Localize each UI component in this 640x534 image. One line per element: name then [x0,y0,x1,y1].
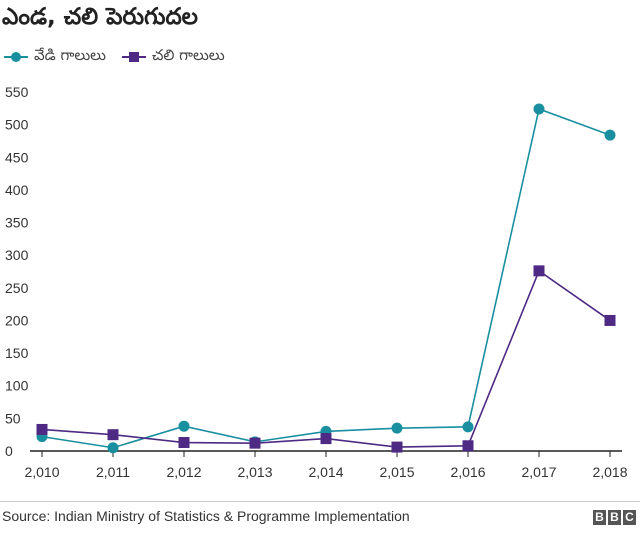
chart-title: ఎండ, చలి పెరుగుదల [2,4,198,30]
y-tick-label: 0 [5,443,13,459]
data-point-square [249,437,261,449]
chart-legend: వేడి గాలులు చలి గాలులు [4,46,241,68]
data-point-square [320,433,332,445]
series-line-2 [41,269,611,448]
y-tick-label: 100 [5,378,29,394]
x-tick-label: 2,012 [166,464,201,480]
y-tick-label: 200 [5,312,29,328]
data-point-circle [604,129,616,141]
data-point-circle [533,103,545,115]
data-point-square [178,437,190,449]
x-tick-label: 2,014 [308,464,343,480]
y-tick-label: 300 [5,247,29,263]
legend-item-heat-waves: వేడి గాలులు [4,46,106,68]
data-point-circle [178,420,190,432]
data-point-square [391,441,403,453]
y-tick-label: 350 [5,215,29,231]
data-point-square [36,423,48,435]
x-tick-label: 2,011 [96,464,130,480]
data-point-square [107,429,119,441]
x-tick-label: 2,010 [24,464,59,480]
legend-circle-marker-icon [4,52,28,62]
y-tick-label: 50 [5,410,21,426]
data-point-circle [391,422,403,434]
y-tick-label: 400 [5,182,29,198]
series-line-1 [41,107,611,449]
data-point-square [462,440,474,452]
data-point-circle [107,442,119,454]
y-tick-label: 150 [5,345,29,361]
y-tick-label: 250 [5,280,29,296]
legend-square-marker-icon [122,52,146,62]
x-tick-label: 2,017 [521,464,556,480]
bbc-logo-letter: B [608,510,621,525]
bbc-logo: B B C [591,510,636,525]
x-tick-label: 2,013 [237,464,272,480]
data-point-circle [462,421,474,433]
y-tick-label: 550 [5,84,29,100]
legend-item-cold-waves: చలి గాలులు [122,46,225,68]
line-chart: 0 50 100 150 200 250 300 350 400 450 500 550 2,010 2,… [5,84,628,480]
data-point-square [604,314,616,326]
bbc-logo-letter: B [593,510,606,525]
legend-label-heat-waves: వేడి గాలులు [34,46,106,64]
source-note: Source: Indian Ministry of Statistics & … [2,508,410,524]
x-tick-label: 2,015 [379,464,414,480]
y-tick-label: 500 [5,117,29,133]
legend-label-cold-waves: చలి గాలులు [152,46,225,64]
x-tick-label: 2,018 [592,464,627,480]
x-tick-label: 2,016 [450,464,485,480]
data-point-square [533,265,545,277]
bbc-logo-letter: C [623,510,636,525]
y-tick-label: 450 [5,149,29,165]
footer-divider [0,501,640,502]
